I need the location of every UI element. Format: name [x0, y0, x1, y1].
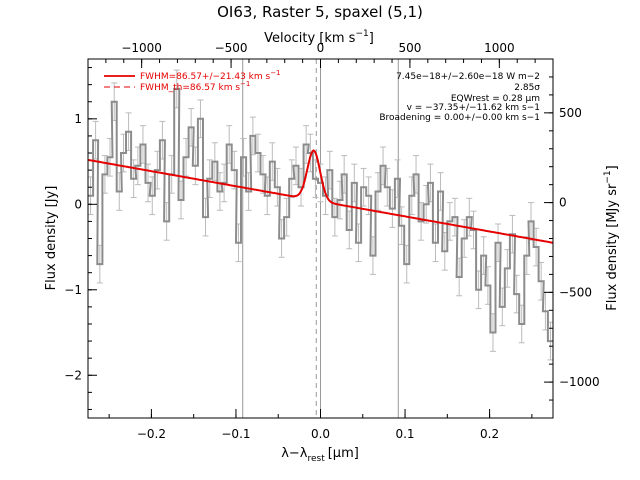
fit-annotations: 7.45e−18+/−2.60e−18 W m−2 2.85σ EQWrest … [379, 72, 540, 123]
bottom-axis-label: λ−λrest [μm] [281, 446, 359, 464]
plot-area [87, 59, 554, 418]
y2-tick-label: −1000 [559, 375, 600, 389]
right-axis-label: Flux density [MJy sr−1] [603, 165, 620, 310]
legend: FWHM=86.57+/−21.43 km s−1 FWHM_th=86.57 … [104, 69, 281, 93]
chart-title: OI63, Raster 5, spaxel (5,1) [217, 3, 423, 21]
y2-tick-label: 0 [559, 196, 567, 210]
legend-label-fwhm-th: FWHM_th=86.57 km s−1 [140, 80, 250, 93]
fit-series-line [87, 149, 554, 244]
annotation-significance: 2.85σ [514, 83, 540, 93]
annotation-eqw: EQWrest = 0.28 μm [451, 94, 540, 104]
axis-ticks [88, 59, 553, 418]
legend-label-fwhm: FWHM=86.57+/−21.43 km s−1 [140, 69, 281, 82]
y-tick-label: −1 [64, 283, 82, 297]
y2-tick-label: −500 [559, 285, 592, 299]
y2-tick-label: 500 [559, 106, 582, 120]
y-tick-label: −2 [64, 368, 82, 382]
x-tick-label: 0.0 [311, 427, 330, 441]
top-axis-label: Velocity [km s−1] [264, 29, 374, 46]
annotation-flux: 7.45e−18+/−2.60e−18 W m−2 [396, 72, 540, 82]
data-series-line [88, 87, 553, 343]
annotation-broadening: Broadening = 0.00+/−0.00 km s−1 [379, 113, 540, 123]
x2-tick-label: 0 [317, 41, 325, 55]
x2-tick-label: 500 [398, 41, 421, 55]
x2-tick-label: −500 [215, 41, 248, 55]
x2-tick-label: −1000 [121, 41, 162, 55]
x-tick-label: 0.1 [395, 427, 414, 441]
x-tick-label: −0.2 [137, 427, 166, 441]
y-tick-label: 0 [74, 197, 82, 211]
y-tick-label: 1 [74, 112, 82, 126]
x-tick-label: 0.2 [480, 427, 499, 441]
left-axis-label: Flux density [Jy] [44, 186, 59, 291]
x2-tick-label: 1000 [484, 41, 515, 55]
axis-tick-labels: −0.2 −0.1 0.0 0.1 0.2 −1000 −500 0 500 1000 −2 −1 0 1… [64, 41, 599, 441]
x-tick-label: −0.1 [221, 427, 250, 441]
annotation-velocity: v = −37.35+/−11.62 km s−1 [407, 103, 540, 113]
